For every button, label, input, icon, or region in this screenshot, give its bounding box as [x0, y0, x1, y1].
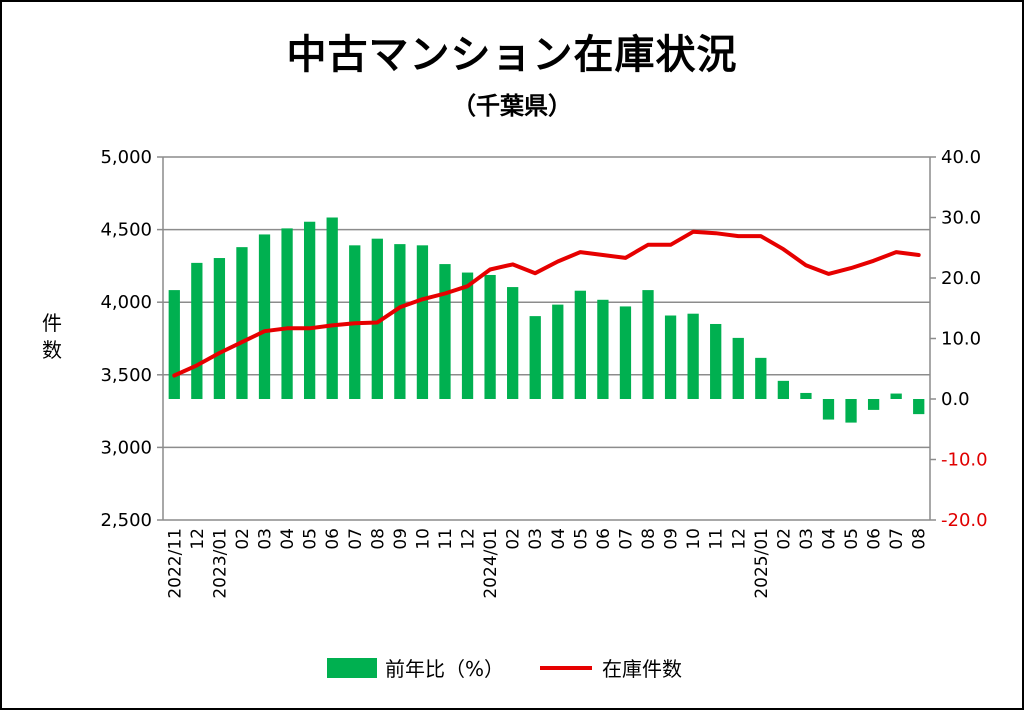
right-tick-label: 30.0 [941, 208, 981, 229]
bar [867, 399, 880, 410]
bar [258, 234, 271, 399]
x-tick-label: 2022/11 [165, 528, 185, 599]
legend-line-label: 在庫件数 [602, 657, 682, 681]
left-tick-label: 2,500 [100, 510, 152, 531]
bar [642, 290, 654, 399]
bar [619, 306, 632, 399]
legend-bar-label: 前年比（%） [385, 657, 504, 681]
bar [552, 304, 564, 399]
x-tick-label: 2025/01 [752, 528, 772, 599]
bar [664, 315, 677, 399]
bar [484, 274, 496, 399]
bar [507, 287, 519, 399]
stock-line [172, 229, 921, 378]
x-tick-label: 05 [301, 528, 321, 550]
axes: 2,500 3,000 3,500 4,000 4,500 5,000 -20.0 -10.0… [100, 147, 987, 599]
right-tick-label: 20.0 [941, 268, 981, 289]
x-tick-label: 06 [865, 528, 885, 550]
x-tick-label: 06 [594, 528, 614, 550]
bar [529, 316, 541, 399]
legend: 前年比（%） 在庫件数 [327, 657, 682, 681]
x-tick-label: 2024/01 [481, 528, 501, 599]
x-tick-label: 04 [549, 528, 569, 550]
chart-subtitle: （千葉県） [452, 92, 572, 120]
right-tick-label: 10.0 [941, 329, 981, 350]
x-tick-label: 02 [233, 528, 253, 550]
x-tick-label: 05 [571, 528, 591, 550]
gridlines [163, 156, 930, 521]
x-tick-label: 03 [797, 528, 817, 550]
left-tick-label: 5,000 [100, 147, 152, 168]
bar [439, 264, 451, 399]
ylabel-char: 数 [42, 338, 62, 362]
x-tick-label: 11 [707, 528, 727, 550]
bar [890, 393, 902, 399]
x-tick-label: 02 [774, 528, 794, 550]
bar [168, 290, 180, 399]
y-axis-label: 件数 [42, 311, 62, 362]
x-tick-label: 07 [887, 528, 907, 550]
x-tick-label: 03 [256, 528, 276, 550]
x-tick-label: 04 [278, 528, 298, 550]
bar [777, 380, 790, 399]
x-tick-label: 10 [684, 528, 704, 550]
left-tick-label: 4,500 [100, 220, 152, 241]
x-tick-label: 06 [323, 528, 343, 550]
bar [303, 221, 316, 399]
right-tick-label: 0.0 [941, 389, 970, 410]
x-tick-label: 08 [910, 528, 930, 550]
x-tick-label: 09 [391, 528, 411, 550]
line-series [172, 229, 921, 378]
bar [822, 399, 835, 420]
bar [371, 238, 383, 399]
bar-series [168, 217, 925, 423]
right-tick-label: -20.0 [941, 510, 988, 531]
right-tick-label: -10.0 [941, 450, 988, 471]
chart-title: 中古マンション在庫状況 [286, 32, 738, 78]
x-tick-label: 09 [662, 528, 682, 550]
x-tick-label: 2023/01 [210, 528, 230, 599]
bar [416, 245, 429, 399]
left-tick-label: 3,000 [100, 437, 152, 458]
x-tick-label: 07 [616, 528, 636, 550]
bar [597, 299, 609, 399]
ylabel-char: 件 [42, 311, 62, 335]
x-tick-label: 05 [842, 528, 862, 550]
left-tick-label: 3,500 [100, 365, 152, 386]
x-tick-label: 10 [413, 528, 433, 550]
right-tick-label: 40.0 [941, 147, 981, 168]
bar [913, 399, 925, 415]
bar [574, 290, 586, 399]
x-tick-label: 08 [368, 528, 388, 550]
bar [845, 399, 857, 423]
x-tick-label: 12 [188, 528, 208, 550]
bar [755, 357, 767, 399]
bar [732, 337, 744, 399]
x-tick-label: 04 [819, 528, 839, 550]
x-tick-label: 12 [729, 528, 749, 550]
bar [800, 392, 812, 399]
x-tick-label: 08 [639, 528, 659, 550]
bar [687, 313, 699, 399]
bar [281, 228, 293, 399]
x-tick-label: 11 [436, 528, 456, 550]
bar [236, 247, 248, 399]
x-tick-label: 12 [459, 528, 479, 550]
bar [710, 323, 722, 399]
x-tick-label: 03 [526, 528, 546, 550]
bar [191, 262, 203, 399]
left-tick-label: 4,000 [100, 292, 152, 313]
bar [213, 258, 226, 399]
x-tick-label: 07 [346, 528, 366, 550]
bar [326, 217, 338, 399]
bar [394, 244, 406, 399]
legend-bar-swatch [327, 658, 377, 678]
bar [461, 272, 474, 399]
x-tick-label: 02 [504, 528, 524, 550]
